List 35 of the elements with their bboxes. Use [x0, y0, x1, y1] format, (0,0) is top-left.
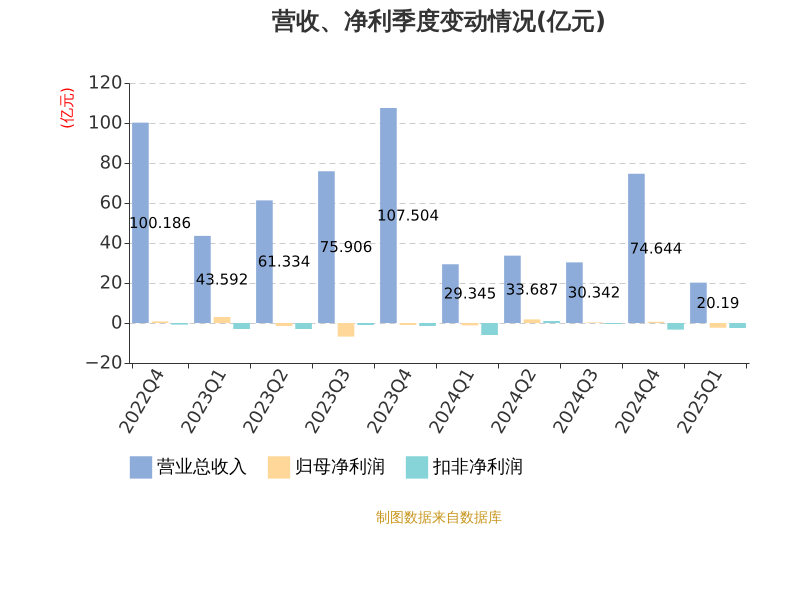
y-tick-label: 100	[88, 112, 122, 134]
data-label: 20.19	[696, 294, 740, 312]
bar	[419, 323, 436, 326]
y-tick-label: 60	[100, 192, 122, 214]
legend-label: 营业总收入	[157, 456, 247, 478]
chart-title: 营收、净利季度变动情况(亿元)	[271, 7, 606, 35]
data-label: 74.644	[630, 239, 682, 258]
bar	[524, 319, 540, 323]
bar	[710, 323, 726, 328]
data-label: 61.334	[258, 252, 310, 271]
y-tick-label: 40	[100, 232, 122, 254]
data-label: 43.592	[196, 270, 248, 288]
y-tick-label: 20	[100, 272, 122, 294]
data-label: 33.687	[506, 280, 558, 298]
y-tick-label: 80	[100, 152, 122, 174]
bar	[338, 323, 354, 337]
y-axis-title: (亿元)	[58, 87, 76, 129]
data-label: 75.906	[320, 238, 372, 256]
bar	[729, 323, 746, 328]
bar	[214, 317, 230, 323]
bar	[276, 323, 292, 326]
bar	[481, 323, 498, 335]
y-tick-label: 120	[88, 72, 122, 94]
data-label: 107.504	[376, 206, 440, 224]
y-tick-label: −20	[84, 352, 122, 374]
legend-label: 归母净利润	[295, 456, 385, 478]
data-label: 100.186	[128, 214, 192, 232]
y-tick-label: 0	[111, 312, 122, 334]
legend-label: 扣非净利润	[432, 456, 523, 478]
text: 制图数据来自数据库	[376, 510, 502, 526]
bar	[295, 323, 312, 329]
bar	[667, 323, 684, 330]
bar	[233, 323, 250, 329]
data-label: 30.342	[568, 284, 620, 302]
data-label: 29.345	[444, 284, 496, 303]
